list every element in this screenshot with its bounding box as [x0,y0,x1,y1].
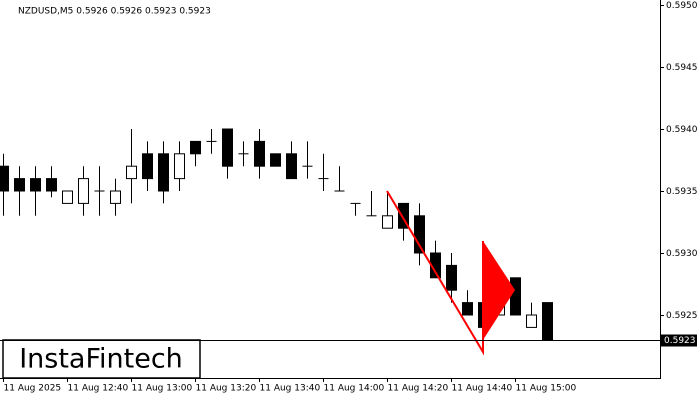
x-tick-label: 11 Aug 13:00 [132,384,193,394]
last-price-box [661,334,697,347]
candle-body [414,215,425,254]
x-tick-label: 11 Aug 15:00 [516,384,577,394]
candle-body [270,153,281,167]
candle-body [446,264,457,291]
candle-body [542,302,553,341]
x-tick-label: 11 Aug 2025 [4,384,62,394]
candle-body [382,215,393,229]
logo: InstaFintech [19,344,183,375]
x-tick-label: 11 Aug 13:20 [196,384,257,394]
y-tick-label: 0.5930 [666,249,698,259]
candle-body [190,140,201,155]
pennant-pole [386,190,484,356]
candle-body [526,314,537,328]
candle-body [158,153,169,192]
candle-body [142,153,153,180]
candle-body [510,277,521,316]
x-tick-label: 11 Aug 12:40 [68,384,129,394]
candle-body [254,140,265,167]
candle-body [30,178,41,192]
candle-body [110,190,121,204]
candle-body [286,153,297,180]
last-price-label: 0.5923 [664,336,696,346]
logo-box [2,339,201,379]
candle-body [78,178,89,204]
y-tick-label: 0.5945 [666,63,698,73]
candle-body [14,178,25,192]
candle-body [222,128,233,167]
y-tick-label: 0.5935 [666,187,698,197]
candle-body [62,190,73,204]
x-tick-label: 11 Aug 13:40 [260,384,321,394]
candle-body [174,153,185,180]
chart-title: NZDUSD,M5 0.5926 0.5926 0.5923 0.5923 [18,7,211,17]
y-tick-label: 0.5950 [666,1,698,11]
x-tick-label: 11 Aug 14:40 [452,384,513,394]
x-tick-label: 11 Aug 14:00 [324,384,385,394]
candle-body [462,302,473,316]
pennant-flag [483,241,515,340]
candle-body [398,202,409,229]
candle-body [0,165,9,192]
y-tick-label: 0.5940 [666,125,698,135]
y-tick-label: 0.5925 [666,311,698,321]
candle-body [46,178,57,192]
x-tick-label: 11 Aug 14:20 [388,384,449,394]
candle-body [126,165,137,180]
